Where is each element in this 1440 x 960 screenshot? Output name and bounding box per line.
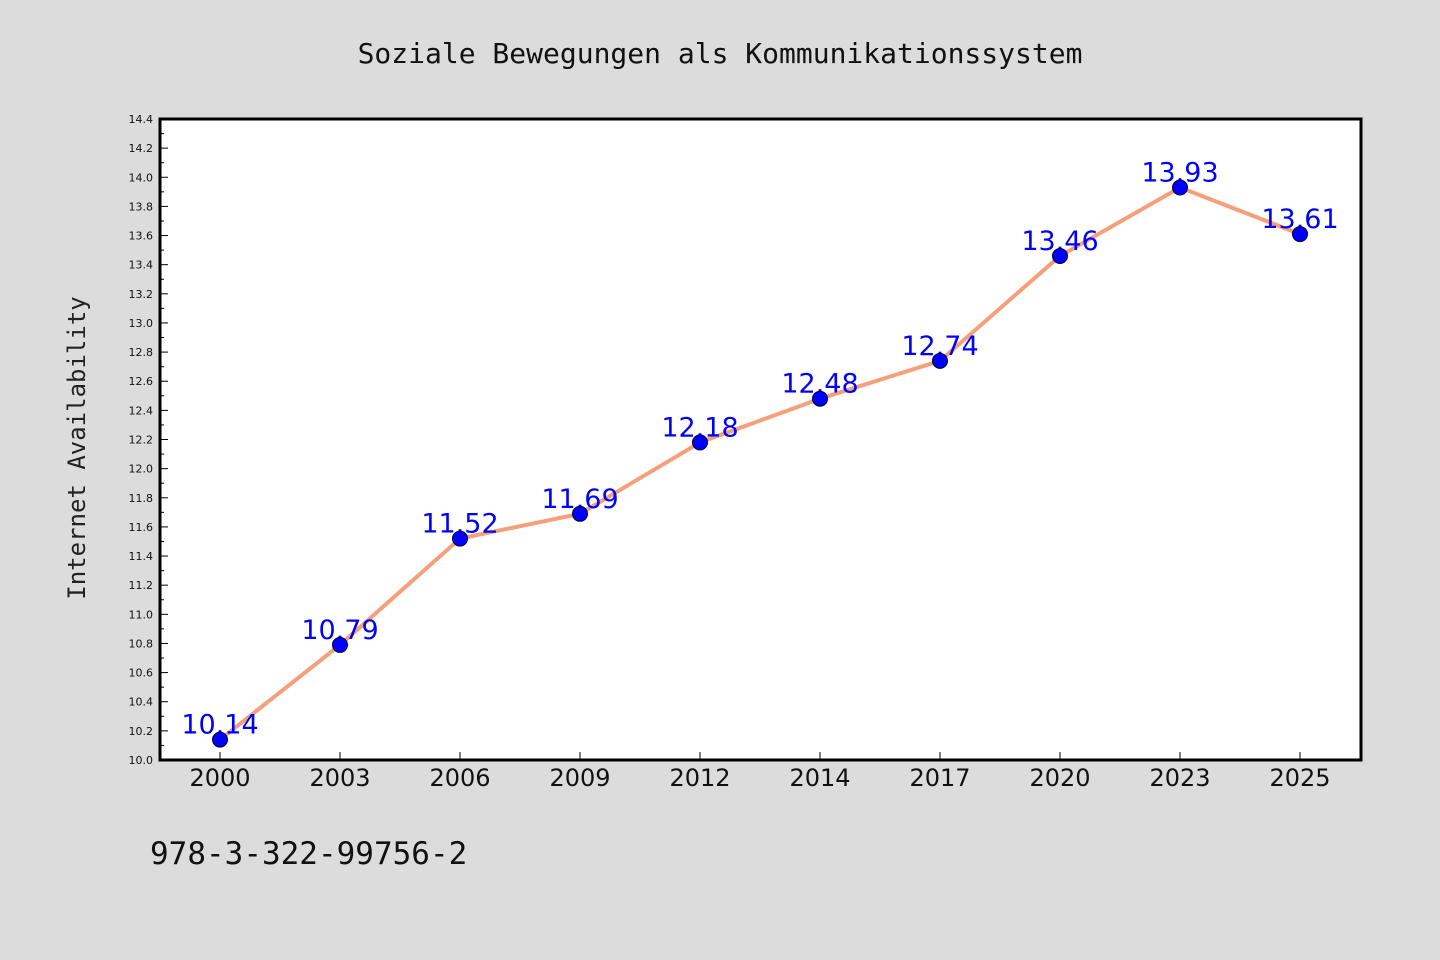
y-tick-label: 10.0	[129, 754, 154, 767]
plot-area: 10.0 10.2 10.4 10.6 10.8 11.0 11.2 11.4 11.6 11.8…	[129, 113, 1363, 792]
x-tick-label: 2006	[429, 764, 490, 792]
y-tick-label: 14.0	[129, 171, 154, 184]
x-tick-label: 2003	[309, 764, 370, 792]
chart-title: Soziale Bewegungen als Kommunikationssys…	[358, 37, 1083, 70]
x-tick-label: 2023	[1149, 764, 1210, 792]
data-point	[692, 434, 708, 451]
data-point	[932, 352, 948, 369]
x-tick-label: 2000	[189, 764, 250, 792]
data-point	[1172, 179, 1188, 196]
data-point	[1052, 247, 1068, 264]
y-tick-label: 14.2	[129, 142, 154, 155]
data-point	[1292, 226, 1308, 243]
plot-frame	[158, 117, 1363, 762]
footer-code: 978-3-322-99756-2	[150, 836, 467, 872]
data-point	[812, 390, 828, 407]
data-point	[452, 530, 468, 547]
x-tick-label: 2012	[669, 764, 730, 792]
series-line	[218, 185, 1302, 742]
y-tick-label: 12.6	[129, 375, 154, 388]
x-tick-label: 2009	[549, 764, 610, 792]
y-tick-label: 13.4	[129, 259, 154, 272]
y-tick-label: 11.0	[129, 608, 154, 621]
y-tick-label: 12.2	[129, 434, 154, 447]
y-tick-label: 13.0	[129, 317, 154, 330]
y-tick-label: 10.6	[129, 667, 154, 680]
y-tick-label: 11.8	[129, 492, 154, 505]
y-tick-label: 10.8	[129, 637, 154, 650]
y-tick-label: 12.4	[129, 404, 154, 417]
x-tick-label: 2014	[789, 764, 850, 792]
y-tick-label: 11.2	[129, 579, 154, 592]
y-tick-label: 13.8	[129, 200, 154, 213]
y-axis-label: Internet Availability	[63, 296, 91, 599]
plot-background	[160, 119, 1361, 760]
y-tick-label: 11.6	[129, 521, 154, 534]
data-point	[572, 505, 588, 522]
y-tick-label: 12.8	[129, 346, 154, 359]
y-tick-label: 13.2	[129, 288, 154, 301]
y-tick-label: 14.4	[129, 113, 154, 126]
y-tick-label: 11.4	[129, 550, 154, 563]
y-tick-label: 10.2	[129, 725, 154, 738]
y-tick-label: 10.4	[129, 696, 154, 709]
data-point	[332, 636, 348, 653]
y-tick-label: 13.6	[129, 230, 154, 243]
x-tick-label: 2017	[909, 764, 970, 792]
y-tick-label: 12.0	[129, 463, 154, 476]
x-tick-label: 2020	[1029, 764, 1090, 792]
data-point	[212, 731, 228, 748]
x-tick-label: 2025	[1269, 764, 1330, 792]
